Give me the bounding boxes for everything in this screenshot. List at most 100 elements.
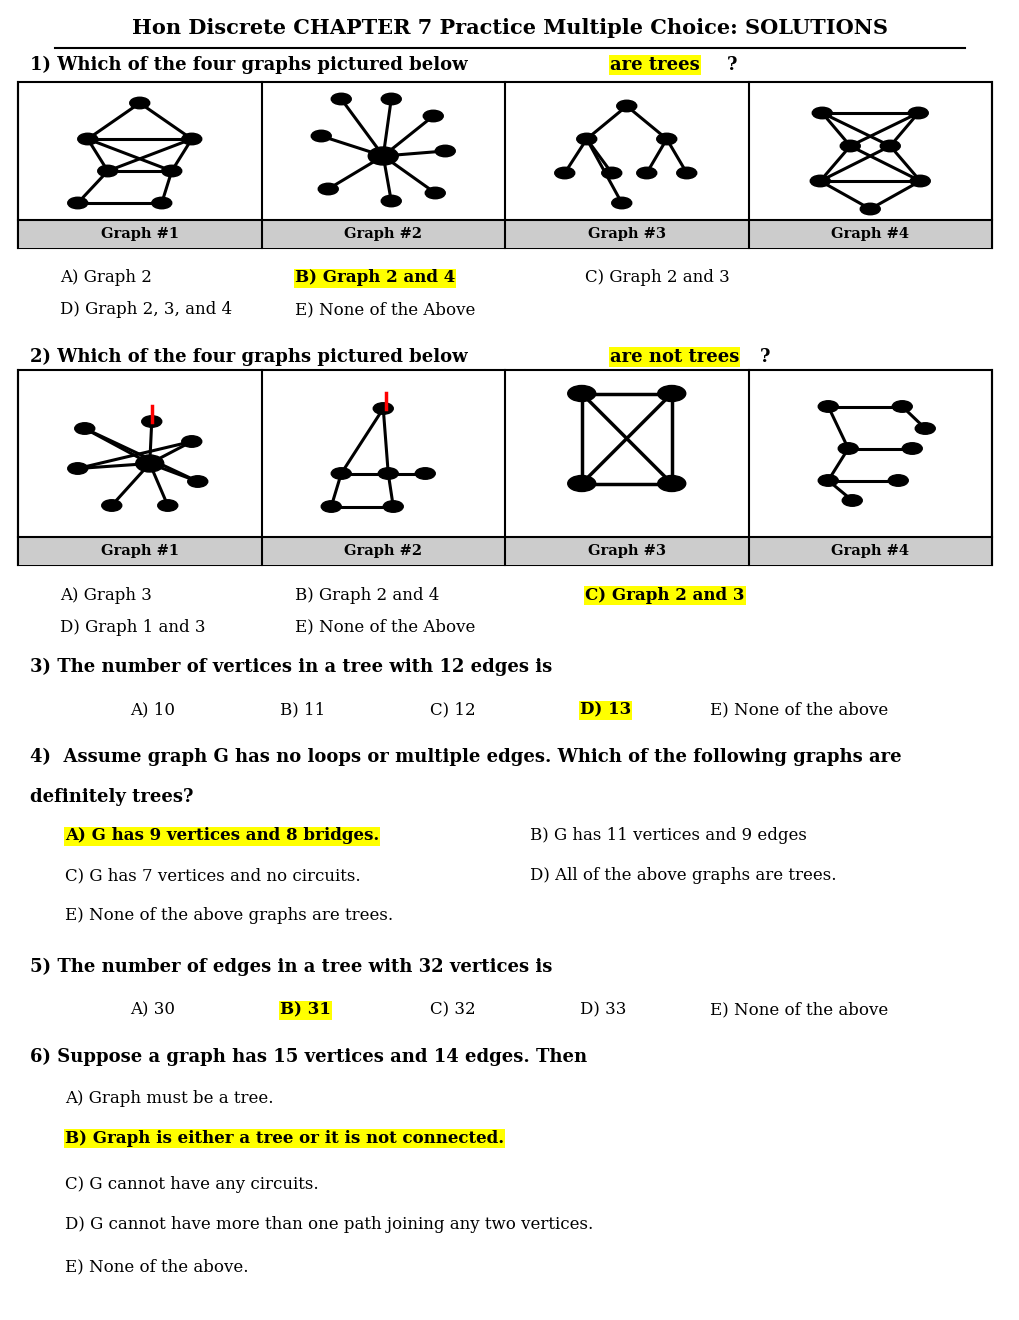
Ellipse shape (657, 385, 685, 401)
Bar (18, 82, 991, 248)
Text: 4)  Assume graph G has no loops or multiple edges. Which of the following graphs: 4) Assume graph G has no loops or multip… (30, 748, 901, 766)
Text: D) 33: D) 33 (580, 1002, 626, 1019)
Ellipse shape (859, 203, 879, 215)
Ellipse shape (611, 197, 631, 209)
Ellipse shape (657, 475, 685, 491)
Text: C) 12: C) 12 (430, 701, 475, 718)
Ellipse shape (368, 147, 397, 165)
Text: 2) Which of the four graphs pictured below: 2) Which of the four graphs pictured bel… (30, 348, 474, 366)
Text: D) All of the above graphs are trees.: D) All of the above graphs are trees. (530, 867, 836, 884)
Text: ?: ? (727, 55, 737, 74)
Ellipse shape (842, 495, 861, 507)
Text: Graph #4: Graph #4 (830, 544, 908, 558)
Ellipse shape (616, 100, 636, 112)
Ellipse shape (636, 168, 656, 178)
Text: B) 11: B) 11 (280, 701, 325, 718)
Text: D) Graph 1 and 3: D) Graph 1 and 3 (60, 619, 205, 635)
Text: B) Graph 2 and 4: B) Graph 2 and 4 (294, 269, 454, 286)
Ellipse shape (817, 401, 838, 412)
Ellipse shape (888, 475, 907, 486)
Ellipse shape (902, 442, 921, 454)
Ellipse shape (914, 422, 934, 434)
Ellipse shape (181, 436, 202, 447)
Text: A) G has 9 vertices and 8 bridges.: A) G has 9 vertices and 8 bridges. (65, 828, 379, 845)
Text: Graph #4: Graph #4 (830, 227, 908, 242)
Text: D) Graph 2, 3, and 4: D) Graph 2, 3, and 4 (60, 301, 232, 318)
Bar (18, 220, 991, 248)
Text: B) Graph is either a tree or it is not connected.: B) Graph is either a tree or it is not c… (65, 1130, 503, 1147)
Ellipse shape (381, 195, 400, 207)
Ellipse shape (811, 107, 832, 119)
Ellipse shape (77, 133, 98, 145)
Text: A) 30: A) 30 (129, 1002, 175, 1019)
Text: 6) Suppose a graph has 15 vertices and 14 edges. Then: 6) Suppose a graph has 15 vertices and 1… (30, 1048, 587, 1067)
Ellipse shape (129, 98, 150, 108)
Ellipse shape (892, 401, 911, 412)
Ellipse shape (142, 416, 162, 428)
Ellipse shape (331, 94, 351, 104)
Text: Graph #1: Graph #1 (101, 544, 178, 558)
Ellipse shape (331, 467, 351, 479)
Text: C) G cannot have any circuits.: C) G cannot have any circuits. (65, 1176, 318, 1193)
Ellipse shape (381, 94, 400, 104)
Ellipse shape (909, 176, 929, 186)
Text: D) 13: D) 13 (580, 701, 631, 718)
Ellipse shape (383, 500, 403, 512)
Text: D) G cannot have more than one path joining any two vertices.: D) G cannot have more than one path join… (65, 1216, 593, 1233)
Ellipse shape (838, 442, 857, 454)
Ellipse shape (311, 131, 331, 141)
Text: B) G has 11 vertices and 9 edges: B) G has 11 vertices and 9 edges (530, 828, 806, 845)
Text: C) 32: C) 32 (430, 1002, 475, 1019)
Ellipse shape (423, 111, 443, 121)
Ellipse shape (415, 467, 435, 479)
Ellipse shape (136, 455, 164, 473)
Ellipse shape (67, 197, 88, 209)
Ellipse shape (568, 385, 595, 401)
Text: E) None of the above: E) None of the above (709, 1002, 888, 1019)
Ellipse shape (321, 500, 341, 512)
Ellipse shape (425, 187, 445, 199)
Ellipse shape (181, 133, 202, 145)
Text: B) 31: B) 31 (280, 1002, 330, 1019)
Ellipse shape (554, 168, 574, 178)
Text: 3) The number of vertices in a tree with 12 edges is: 3) The number of vertices in a tree with… (30, 657, 551, 676)
Ellipse shape (435, 145, 454, 157)
Ellipse shape (318, 183, 338, 195)
Ellipse shape (67, 463, 88, 474)
Text: B) Graph 2 and 4: B) Graph 2 and 4 (294, 586, 439, 603)
Text: E) None of the above graphs are trees.: E) None of the above graphs are trees. (65, 908, 392, 924)
Ellipse shape (568, 475, 595, 491)
Text: ?: ? (759, 348, 769, 366)
Text: Graph #1: Graph #1 (101, 227, 178, 242)
Ellipse shape (840, 140, 859, 152)
Ellipse shape (378, 467, 397, 479)
Ellipse shape (576, 133, 596, 145)
Text: E) None of the Above: E) None of the Above (294, 301, 475, 318)
Text: Graph #3: Graph #3 (587, 544, 665, 558)
Ellipse shape (907, 107, 927, 119)
Text: A) 10: A) 10 (129, 701, 175, 718)
Text: C) Graph 2 and 3: C) Graph 2 and 3 (585, 586, 744, 603)
Bar (18, 370, 991, 565)
Text: A) Graph 2: A) Graph 2 (60, 269, 152, 286)
Text: E) None of the above.: E) None of the above. (65, 1258, 249, 1275)
Text: C) G has 7 vertices and no circuits.: C) G has 7 vertices and no circuits. (65, 867, 361, 884)
Text: 1) Which of the four graphs pictured below: 1) Which of the four graphs pictured bel… (30, 55, 474, 74)
Ellipse shape (879, 140, 900, 152)
Text: C) Graph 2 and 3: C) Graph 2 and 3 (585, 269, 729, 286)
Text: E) None of the Above: E) None of the Above (294, 619, 475, 635)
Ellipse shape (187, 475, 208, 487)
Ellipse shape (74, 422, 95, 434)
Ellipse shape (102, 500, 121, 511)
Bar (18, 537, 991, 565)
Text: Graph #3: Graph #3 (587, 227, 665, 242)
Text: A) Graph 3: A) Graph 3 (60, 586, 152, 603)
Text: A) Graph must be a tree.: A) Graph must be a tree. (65, 1090, 273, 1107)
Text: Hon Discrete CHAPTER 7 Practice Multiple Choice: SOLUTIONS: Hon Discrete CHAPTER 7 Practice Multiple… (131, 18, 888, 38)
Ellipse shape (817, 475, 838, 486)
Text: Graph #2: Graph #2 (343, 544, 422, 558)
Text: E) None of the above: E) None of the above (709, 701, 888, 718)
Text: are not trees: are not trees (609, 348, 739, 366)
Text: are trees: are trees (609, 55, 699, 74)
Ellipse shape (601, 168, 622, 178)
